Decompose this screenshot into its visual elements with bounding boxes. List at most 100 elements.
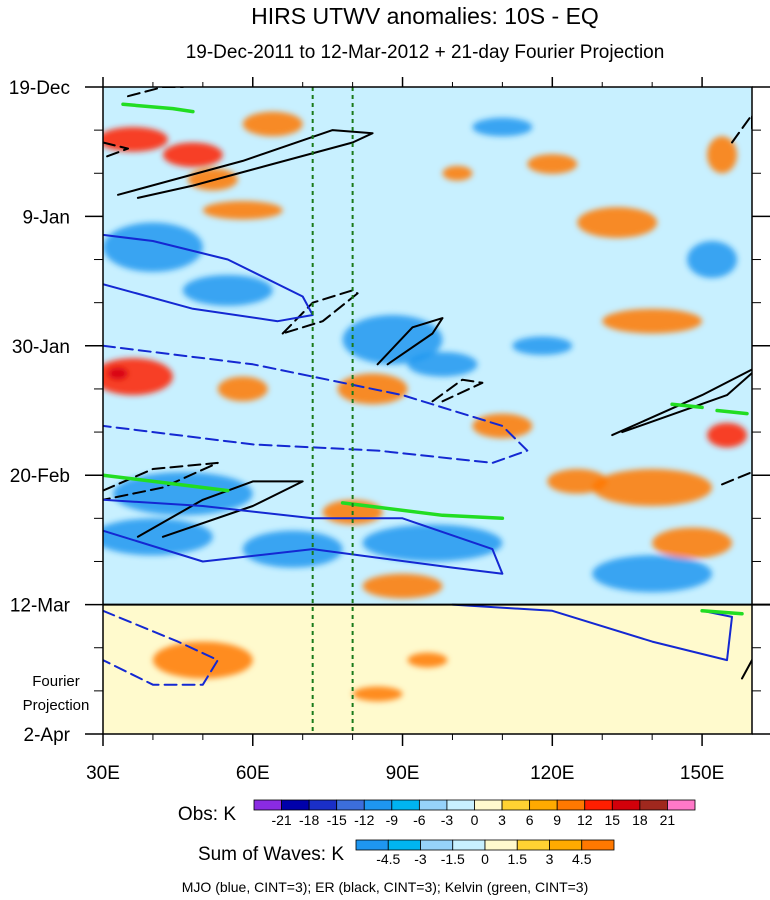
anomaly-patch [202,200,283,220]
footnote: MJO (blue, CINT=3); ER (black, CINT=3); … [182,879,589,895]
mjo-contour [451,603,733,662]
anomaly-patch [342,314,443,365]
colorbar-tick-label: 9 [553,812,561,828]
colorbar-tick-label: 3 [546,851,554,867]
anomaly-patch [592,555,713,593]
plot-area [103,87,752,734]
colorbar-swatch [281,799,310,811]
anomaly-patch [472,117,533,137]
colorbar-tick-label: 21 [660,812,676,828]
anomaly-patch [107,367,128,380]
colorbar-swatch [452,839,486,851]
chart-subtitle: 19-Dec-2011 to 12-Mar-2012 + 21-day Four… [186,42,665,63]
y-tick-label: 2-Apr [24,725,71,746]
colorbar-tick-label: -9 [386,812,399,828]
anomaly-patch [652,527,733,559]
colorbar-swatch [253,799,282,811]
er-contour [103,141,129,159]
obs-colorbar-label: Obs: K [178,804,236,825]
x-tick-label: 120E [530,763,574,784]
chart-title: HIRS UTWV anomalies: 10S - EQ [251,3,599,29]
anomaly-patch [407,652,448,668]
colorbar-swatch [420,839,454,851]
colorbar-tick-label: -4.5 [376,851,400,867]
kelvin-contour [103,473,230,493]
projection-label-line1: Fourier [32,673,80,690]
kelvin-contour [715,408,749,416]
colorbar-tick-label: 6 [526,812,534,828]
anomaly-patch [103,358,173,396]
colorbar-tick-label: 0 [471,812,479,828]
projection-label-line2: Projection [23,697,90,714]
anomaly-patch [592,469,713,507]
mjo-contour [103,233,314,323]
colorbar-swatch [418,799,448,811]
er-contour [103,461,219,501]
anomaly-patch [182,274,273,306]
anomaly-patch [352,686,403,702]
colorbar-swatch [611,799,641,811]
colorbar-tick-label: 4.5 [572,851,592,867]
colorbar-tick-label: -15 [327,812,347,828]
colorbar-swatch [529,799,558,811]
kelvin-contour [340,501,505,521]
anomaly-patch [707,422,748,448]
colorbar-tick-label: 3 [498,812,506,828]
y-tick-label: 12-Mar [10,596,71,617]
anomaly-patch [362,573,443,599]
anomaly-patch [547,469,608,494]
colorbar-swatch [556,799,586,811]
anomaly-patch [442,165,473,181]
anomaly-patch [687,241,738,279]
colorbar-swatch [549,839,583,851]
colorbar-tick-label: 1.5 [508,851,528,867]
anomaly-patch [602,308,703,334]
y-tick-label: 19-Dec [9,78,70,99]
colorbar-swatch [363,799,393,811]
er-contour [127,87,184,98]
colorbar-tick-label: -21 [271,812,291,828]
anomaly-patch [527,154,578,174]
waves-colorbar-label: Sum of Waves: K [198,844,344,865]
reference-lines [311,87,354,734]
colorbar-swatch [355,839,389,851]
colorbar-swatch [308,799,338,811]
er-contour [117,129,374,199]
colorbar-swatch [639,799,668,811]
colorbar-swatch [581,839,615,851]
mjo-contour [103,344,529,464]
axes: 30E 60E 90E 120E 150E 19-Dec 9-Jan 30-Jan 20-Feb… [9,77,770,784]
anomaly-patch [707,136,738,174]
y-tick-label: 9-Jan [22,207,70,228]
kelvin-contour [670,402,704,410]
colorbar-swatch [391,799,420,811]
anomaly-patch [152,641,253,679]
colorbar-tick-label: 12 [577,812,593,828]
colorbar-tick-label: -3 [441,812,454,828]
colorbar-tick-label: -12 [354,812,374,828]
er-contour [741,659,752,680]
anomaly-patch [112,472,253,516]
colorbar-tick-label: 18 [632,812,648,828]
anomaly-patch [162,142,223,168]
anomaly-patch [103,518,213,556]
colorbar-tick-label: -6 [413,812,426,828]
er-contour [731,113,752,144]
anomaly-patch [217,376,268,402]
colorbar-tick-label: 15 [605,812,621,828]
wave-contours [103,87,752,686]
colorbar-swatch [516,839,550,851]
anomaly-patch [407,351,478,377]
waves-colorbar: -4.5 -3 -1.5 0 1.5 3 4.5 [355,839,615,867]
x-tick-label: 90E [386,763,420,784]
mjo-contour [103,498,504,575]
anomaly-patch [242,111,303,137]
colorbar-tick-label: 0 [481,851,489,867]
anomaly-patch [103,127,168,152]
anomaly-patch [512,336,573,356]
er-contour [376,317,444,366]
y-tick-label: 30-Jan [12,337,70,358]
er-contour [721,471,752,486]
colorbar-swatch [584,799,613,811]
anomaly-patch [362,524,503,562]
